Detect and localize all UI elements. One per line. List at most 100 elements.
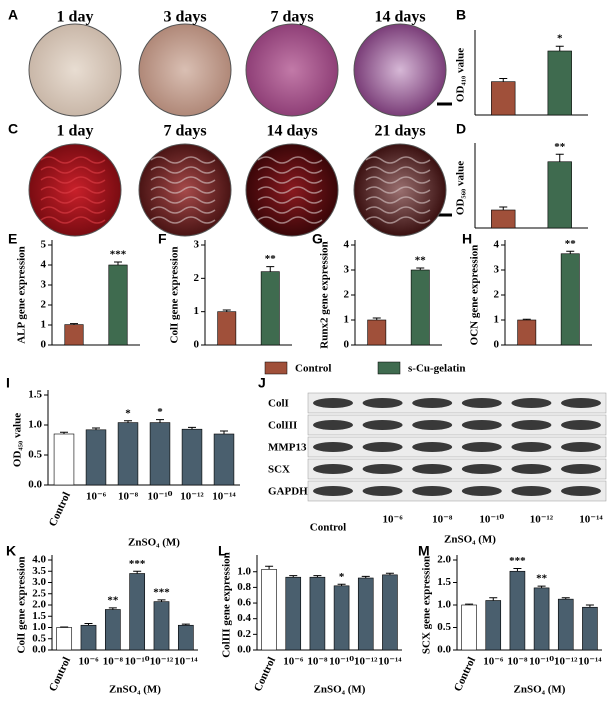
bar <box>104 609 121 651</box>
error-bar <box>60 431 68 434</box>
y-tick-label: 1 <box>194 305 200 317</box>
dish-texture <box>150 156 216 164</box>
blot-band <box>511 464 552 474</box>
blot-column-label: 10⁻¹⁴ <box>579 514 603 526</box>
dish-image <box>245 143 339 237</box>
dish-texture <box>365 216 431 224</box>
dish-image <box>353 23 447 117</box>
significance: ** <box>265 253 277 265</box>
x-tick-label: 10⁻⁸ <box>103 656 124 668</box>
bar <box>485 600 502 651</box>
y-tick-label: 1.5 <box>28 389 42 401</box>
blot-band <box>412 486 453 496</box>
y-tick-label: 1.5 <box>437 576 451 588</box>
y-tick-label: 0.0 <box>28 479 42 491</box>
error-bar <box>372 317 381 320</box>
error-bar <box>114 261 122 265</box>
x-tick-label: 10⁻¹⁰ <box>329 656 354 668</box>
error-bar <box>566 250 575 254</box>
y-axis-label: OCN gene expression <box>469 245 481 346</box>
y-tick-label: 0 <box>494 339 500 351</box>
x-tick-label: Control <box>252 655 278 693</box>
dish-texture <box>150 216 216 224</box>
image-caption: 3 days <box>163 9 206 26</box>
blot-row-label: SCX <box>268 464 290 476</box>
dish-texture <box>257 196 323 204</box>
dish-texture <box>150 186 216 194</box>
dish-image <box>28 23 122 117</box>
bar <box>333 585 350 651</box>
y-tick-label: 0.4 <box>237 612 251 624</box>
dish-texture <box>365 156 431 164</box>
blot-band <box>313 464 353 474</box>
dish-texture <box>40 206 106 214</box>
x-tick-label: 10⁻¹⁴ <box>212 491 236 503</box>
bar <box>56 627 73 651</box>
dish-texture <box>150 166 216 174</box>
x-tick-label: 10⁻¹² <box>354 656 378 668</box>
dish-texture <box>365 166 431 174</box>
panel-letter: L <box>218 543 227 559</box>
blot-strip <box>307 480 607 502</box>
significance: * <box>557 33 563 45</box>
dish-texture <box>40 216 106 224</box>
y-tick-label: 0 <box>194 339 200 351</box>
panel-letter: K <box>6 543 16 559</box>
error-bar <box>513 568 522 572</box>
blot-strip <box>307 392 607 414</box>
y-axis-label: SCX gene expression <box>421 556 433 654</box>
y-axis-label: ColIII gene expression <box>221 552 233 658</box>
error-bar <box>465 603 474 605</box>
blot-band <box>412 442 453 452</box>
y-tick-label: 0.0 <box>32 644 46 656</box>
y-tick-label: 0 <box>344 339 350 351</box>
bar <box>53 433 75 486</box>
dish-texture <box>40 186 106 194</box>
blot-band <box>412 464 453 474</box>
image-caption: 1 day <box>57 123 94 140</box>
y-tick-label: 4 <box>344 239 350 251</box>
x-tick-label: 10⁻¹⁰ <box>529 656 554 668</box>
error-bar <box>124 420 132 423</box>
blot-column-label: 10⁻¹² <box>530 514 554 526</box>
panel-letter: H <box>462 231 472 247</box>
x-tick-label: 10⁻¹⁴ <box>378 656 402 668</box>
y-tick-label: 1.0 <box>237 565 251 577</box>
image-caption: 1 day <box>57 9 94 26</box>
image-caption: 14 days <box>266 123 317 140</box>
y-tick-label: 4 <box>494 239 500 251</box>
dish-image <box>245 23 339 117</box>
x-axis-label: ZnSO₄ (M) <box>314 684 366 696</box>
blot-row-label: MMP13 <box>268 442 307 454</box>
blot-row-label: ColI <box>268 398 289 410</box>
blot-band <box>412 420 453 430</box>
y-tick-label: 3.0 <box>32 576 46 588</box>
error-bar <box>266 266 275 272</box>
error-bar <box>489 597 498 601</box>
significance: ** <box>565 238 577 250</box>
dish-image <box>138 143 232 237</box>
bar <box>560 253 580 346</box>
blot-band <box>461 420 502 430</box>
dish-texture <box>40 166 106 174</box>
x-tick-label: 10⁻¹² <box>180 491 204 503</box>
error-bar <box>416 267 425 270</box>
x-tick-label: Control <box>452 655 478 693</box>
bar <box>177 624 194 651</box>
significance: * <box>157 406 163 418</box>
error-bar <box>499 206 508 210</box>
dish-texture <box>257 186 323 194</box>
significance: * <box>125 407 131 419</box>
error-bar <box>555 153 564 162</box>
bar <box>517 319 537 346</box>
bar <box>582 606 598 651</box>
bar <box>213 433 235 486</box>
blot-column-label: 10⁻¹⁰ <box>479 514 504 526</box>
y-tick-label: 2 <box>494 289 500 301</box>
bar <box>108 264 128 346</box>
error-bar <box>585 604 594 608</box>
panel-letter: I <box>6 375 10 391</box>
y-tick-label: 2.5 <box>32 587 46 599</box>
error-bar <box>157 599 166 602</box>
